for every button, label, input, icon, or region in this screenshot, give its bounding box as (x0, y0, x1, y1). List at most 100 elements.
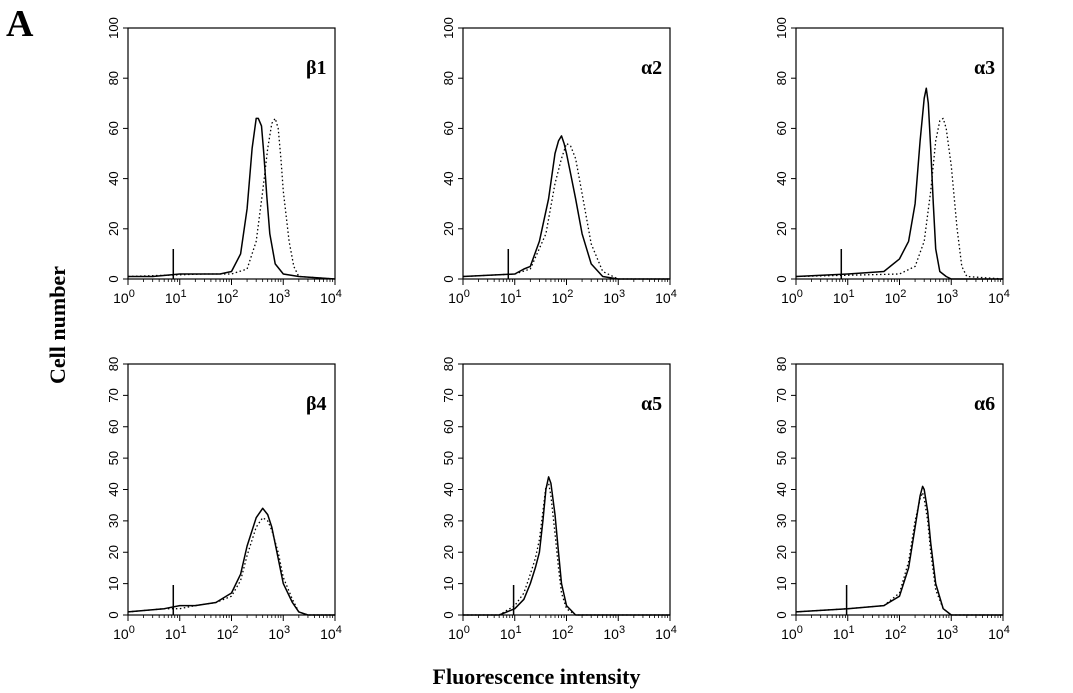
histogram-panel: 0 20 40 60 80 100 100 101 102 103 104 α3 (774, 17, 1010, 306)
x-tick-label: 100 (781, 288, 803, 306)
x-tick-label: 101 (165, 288, 187, 306)
dotted-histogram (127, 117, 336, 280)
y-tick-label: 70 (441, 388, 456, 402)
x-tick-label: 103 (268, 624, 290, 642)
dotted-histogram (795, 117, 1004, 280)
x-tick-label: 100 (113, 288, 135, 306)
y-tick-label: 40 (441, 482, 456, 496)
y-tick-label: 60 (441, 121, 456, 135)
y-tick-label: 30 (441, 514, 456, 528)
y-tick-label: 40 (441, 171, 456, 185)
dotted-histogram (127, 517, 335, 616)
x-tick-label: 103 (936, 288, 958, 306)
solid-histogram (127, 507, 335, 616)
histogram-panel: 0 20 40 60 80 100 100 101 102 103 104 β1 (106, 17, 342, 306)
y-tick-label: 20 (106, 222, 121, 236)
panel-label: A (6, 3, 34, 45)
x-tick-label: 101 (165, 624, 187, 642)
y-tick-label: 20 (774, 545, 789, 559)
x-tick-label: 102 (217, 624, 239, 642)
y-tick-label: 20 (441, 222, 456, 236)
histogram-panel: 0 10 20 30 40 50 60 70 80 100 101 102 103 104 β4 (106, 357, 342, 642)
y-tick-label: 10 (106, 576, 121, 590)
x-tick-label: 103 (603, 624, 625, 642)
integrin-label: α6 (974, 393, 995, 415)
x-tick-label: 100 (113, 624, 135, 642)
x-tick-label: 104 (988, 624, 1010, 642)
y-tick-label: 40 (106, 171, 121, 185)
y-tick-label: 40 (106, 482, 121, 496)
y-tick-label: 70 (106, 388, 121, 402)
x-tick-label: 101 (833, 288, 855, 306)
solid-histogram (795, 87, 1003, 280)
y-tick-label: 100 (106, 17, 121, 39)
histogram-panel: 0 10 20 30 40 50 60 70 80 100 101 102 103 104 α6 (774, 357, 1010, 642)
plot-frame (795, 27, 1004, 280)
integrin-label: α3 (974, 57, 995, 79)
solid-histogram (128, 117, 336, 280)
x-tick-label: 100 (781, 624, 803, 642)
y-tick-label: 60 (774, 420, 789, 434)
y-tick-label: 100 (774, 17, 789, 39)
y-tick-label: 10 (774, 576, 789, 590)
x-tick-label: 102 (885, 288, 907, 306)
x-tick-label: 101 (833, 624, 855, 642)
x-tick-label: 102 (217, 288, 239, 306)
x-tick-label: 100 (448, 288, 470, 306)
plot-frame (127, 363, 336, 616)
x-tick-label: 104 (320, 624, 342, 642)
x-tick-label: 103 (603, 288, 625, 306)
y-tick-label: 80 (441, 357, 456, 371)
y-tick-label: 20 (774, 222, 789, 236)
x-tick-label: 104 (655, 624, 677, 642)
y-tick-label: 0 (106, 611, 121, 618)
x-tick-label: 103 (936, 624, 958, 642)
y-tick-label: 50 (441, 451, 456, 465)
y-tick-label: 40 (774, 171, 789, 185)
y-tick-label: 30 (774, 514, 789, 528)
x-tick-label: 104 (988, 288, 1010, 306)
y-tick-label: 40 (774, 482, 789, 496)
integrin-label: α5 (641, 393, 662, 415)
y-tick-label: 50 (106, 451, 121, 465)
y-tick-label: 20 (441, 545, 456, 559)
y-tick-label: 60 (441, 420, 456, 434)
y-tick-label: 80 (441, 71, 456, 85)
solid-histogram (795, 485, 1003, 616)
plot-frame (462, 363, 671, 616)
y-tick-label: 0 (441, 275, 456, 282)
solid-histogram (462, 135, 670, 280)
integrin-label: β1 (306, 57, 327, 79)
plot-frame (127, 27, 336, 280)
histogram-panel: 0 20 40 60 80 100 100 101 102 103 104 α2 (441, 17, 677, 306)
y-tick-label: 20 (106, 545, 121, 559)
y-tick-label: 0 (774, 275, 789, 282)
y-tick-label: 50 (774, 451, 789, 465)
integrin-label: α2 (641, 57, 662, 79)
y-tick-label: 0 (441, 611, 456, 618)
y-tick-label: 60 (774, 121, 789, 135)
solid-histogram (463, 476, 670, 616)
x-tick-label: 104 (320, 288, 342, 306)
x-tick-label: 102 (885, 624, 907, 642)
y-tick-label: 30 (106, 514, 121, 528)
x-tick-label: 102 (552, 624, 574, 642)
y-tick-label: 10 (441, 576, 456, 590)
y-tick-label: 80 (774, 357, 789, 371)
plot-frame (795, 363, 1004, 616)
y-tick-label: 80 (106, 357, 121, 371)
integrin-label: β4 (306, 393, 327, 415)
y-tick-label: 80 (106, 71, 121, 85)
y-tick-label: 70 (774, 388, 789, 402)
dotted-histogram (462, 142, 670, 280)
x-tick-label: 102 (552, 288, 574, 306)
y-tick-label: 60 (106, 420, 121, 434)
x-tick-label: 103 (268, 288, 290, 306)
dotted-histogram (463, 482, 670, 616)
y-tick-label: 0 (774, 611, 789, 618)
x-tick-label: 101 (500, 624, 522, 642)
x-tick-label: 100 (448, 624, 470, 642)
x-tick-label: 101 (500, 288, 522, 306)
